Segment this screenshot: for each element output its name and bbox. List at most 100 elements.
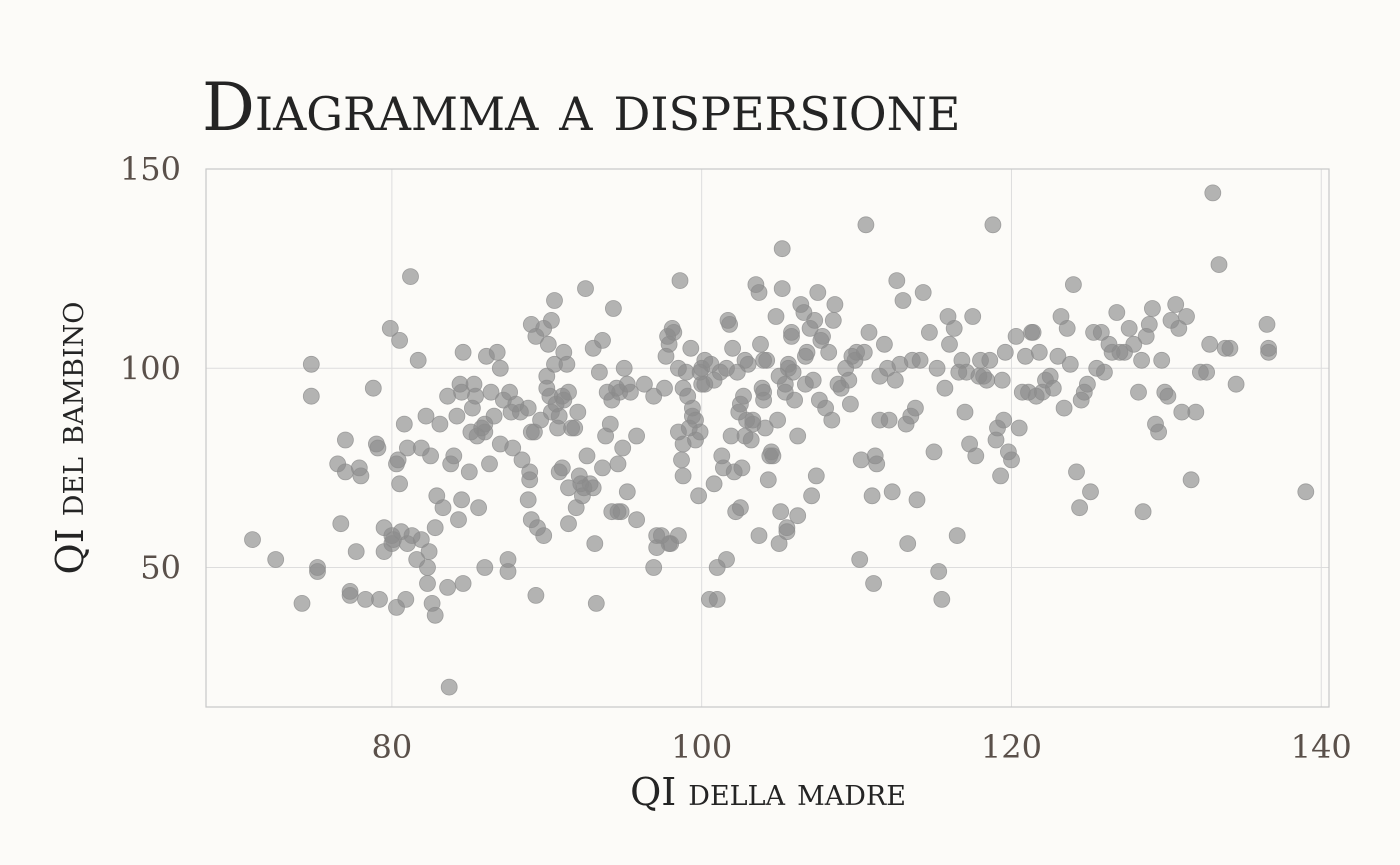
data-point	[784, 363, 802, 381]
data-point	[742, 431, 760, 449]
data-point	[1182, 471, 1200, 489]
data-point	[1159, 387, 1177, 405]
data-point	[820, 343, 838, 361]
data-point	[933, 591, 951, 608]
data-point	[439, 387, 457, 405]
data-point	[735, 387, 752, 405]
data-point	[402, 268, 419, 286]
data-point	[1204, 184, 1222, 202]
data-point	[769, 411, 786, 429]
data-point	[450, 511, 467, 529]
data-point	[550, 407, 568, 425]
data-point	[476, 559, 494, 576]
data-point	[1201, 335, 1219, 353]
data-point	[993, 371, 1011, 389]
data-point	[992, 467, 1009, 485]
data-point	[840, 371, 858, 389]
data-point	[928, 359, 946, 377]
data-point	[852, 451, 870, 469]
data-point	[718, 551, 735, 568]
data-point	[389, 451, 407, 469]
data-point	[560, 515, 577, 533]
data-point	[880, 411, 898, 429]
data-point	[1187, 403, 1205, 421]
data-point	[586, 535, 604, 552]
data-point	[804, 371, 822, 389]
plot-frame	[205, 168, 1330, 708]
data-point	[622, 383, 639, 401]
data-point	[395, 415, 413, 433]
data-point	[391, 331, 409, 349]
data-point	[778, 519, 796, 537]
data-point	[733, 459, 751, 477]
data-point	[670, 527, 687, 544]
data-point	[1227, 375, 1245, 393]
data-point	[454, 343, 472, 361]
data-point	[767, 308, 785, 325]
data-point	[1260, 343, 1277, 361]
data-point	[1017, 347, 1034, 365]
data-point	[594, 459, 611, 477]
data-point	[1140, 315, 1158, 333]
data-point	[553, 459, 571, 477]
data-point	[956, 403, 974, 421]
data-point	[636, 375, 653, 393]
data-point	[789, 507, 807, 525]
data-point	[267, 551, 285, 568]
x-tick-label: 100	[671, 728, 732, 766]
data-point	[826, 296, 844, 313]
data-point	[467, 387, 484, 405]
data-point	[798, 343, 816, 361]
data-point	[936, 379, 954, 397]
data-point	[628, 427, 645, 445]
data-point	[1007, 327, 1025, 345]
data-point	[773, 240, 791, 258]
data-point	[371, 591, 388, 608]
data-point	[527, 587, 545, 604]
data-point	[883, 483, 901, 501]
data-point	[803, 487, 820, 505]
data-point	[422, 447, 440, 465]
data-point	[519, 491, 537, 509]
data-point	[888, 272, 906, 290]
data-point	[964, 308, 982, 325]
data-point	[614, 439, 632, 457]
data-point	[842, 395, 859, 413]
data-point	[978, 371, 996, 389]
data-point	[752, 335, 769, 353]
data-point	[609, 455, 627, 473]
data-point	[770, 535, 788, 552]
data-point	[1120, 319, 1138, 337]
x-tick-label: 140	[1291, 728, 1352, 766]
data-point	[1030, 343, 1048, 361]
data-point	[930, 563, 948, 580]
data-point	[560, 383, 577, 401]
data-point	[504, 439, 522, 457]
data-point	[488, 343, 506, 361]
data-point	[381, 319, 399, 337]
chart-title: Diagramma a dispersione	[202, 69, 960, 146]
data-point	[1258, 315, 1276, 333]
data-point	[364, 379, 382, 397]
data-point	[1065, 276, 1082, 294]
data-point	[1167, 296, 1185, 313]
y-axis-ticks: 50 100 150	[120, 150, 181, 587]
data-point	[302, 355, 320, 373]
data-point	[1055, 399, 1073, 417]
data-point	[397, 591, 415, 608]
y-tick-label: 150	[120, 150, 181, 188]
data-point	[1170, 319, 1188, 337]
x-tick-label: 80	[372, 728, 413, 766]
data-point	[605, 300, 622, 317]
data-point	[1125, 335, 1143, 353]
data-point	[440, 678, 458, 696]
data-point	[967, 447, 985, 465]
data-point	[558, 355, 576, 373]
data-point	[1134, 503, 1152, 521]
data-point	[894, 292, 912, 309]
data-point	[546, 292, 563, 309]
data-point	[995, 411, 1013, 429]
data-point	[1144, 300, 1161, 317]
data-point	[1058, 319, 1076, 337]
data-point	[807, 467, 825, 485]
